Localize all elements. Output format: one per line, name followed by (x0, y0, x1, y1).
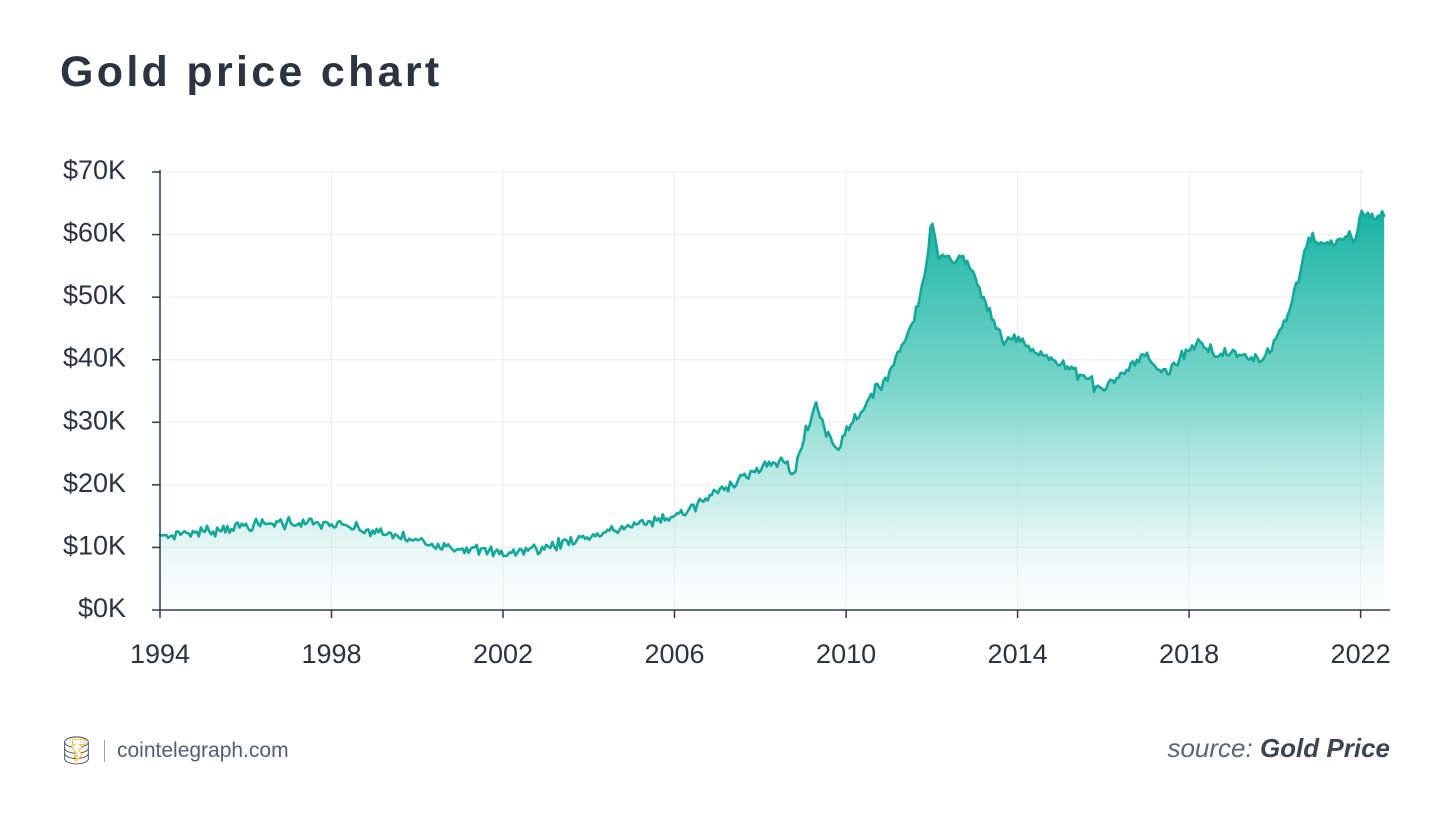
svg-text:2006: 2006 (644, 639, 704, 669)
svg-text:$20K: $20K (63, 468, 126, 498)
svg-text:2022: 2022 (1331, 639, 1391, 669)
svg-text:2018: 2018 (1159, 639, 1219, 669)
svg-text:$70K: $70K (63, 155, 126, 185)
svg-text:1994: 1994 (130, 639, 190, 669)
svg-text:$60K: $60K (63, 218, 126, 248)
svg-text:2010: 2010 (816, 639, 876, 669)
svg-text:$0K: $0K (78, 593, 126, 623)
svg-text:1998: 1998 (301, 639, 361, 669)
svg-text:2014: 2014 (988, 639, 1048, 669)
svg-text:$50K: $50K (63, 280, 126, 310)
svg-text:$30K: $30K (63, 405, 126, 435)
svg-text:$10K: $10K (63, 530, 126, 560)
svg-text:2002: 2002 (473, 639, 533, 669)
svg-text:$40K: $40K (63, 343, 126, 373)
